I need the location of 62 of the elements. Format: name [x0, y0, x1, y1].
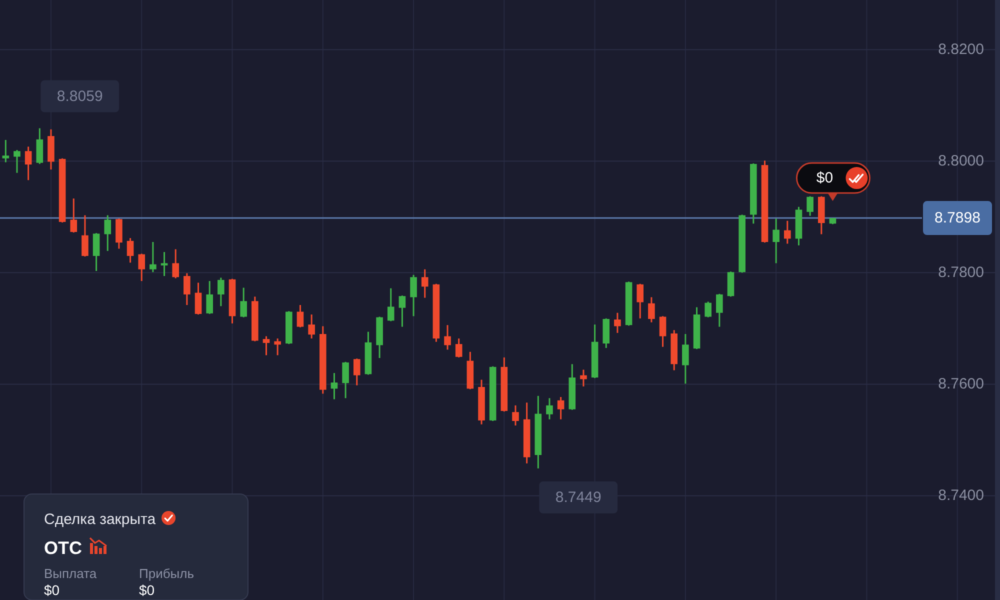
candlestick — [82, 214, 88, 258]
candlestick — [14, 149, 20, 174]
annotation: Прибыль — [139, 566, 194, 581]
annotation: $0 — [816, 170, 834, 187]
candlestick — [398, 294, 406, 328]
candlestick — [455, 338, 462, 358]
annotation: $0 — [44, 582, 60, 598]
candlestick — [308, 314, 315, 340]
candlestick — [659, 315, 666, 348]
candlestick — [784, 220, 791, 244]
annotation: OTC — [44, 538, 82, 558]
y-tick-label: 8.8200 — [938, 41, 984, 58]
candlestick — [727, 270, 734, 298]
candlestick — [704, 300, 712, 318]
candlestick — [92, 232, 100, 272]
y-tick-label: 8.7800 — [938, 264, 984, 282]
ref-line-label: 8.7898 — [934, 210, 980, 227]
candlestick — [296, 304, 304, 328]
candlestick — [116, 218, 122, 250]
annotation: 8.7449 — [555, 488, 602, 506]
candlestick — [184, 272, 190, 306]
candlestick — [353, 358, 360, 386]
candlestick — [682, 333, 689, 384]
candlestick — [24, 146, 32, 181]
candlestick — [138, 252, 146, 282]
candlestick — [580, 368, 587, 388]
candlestick — [70, 198, 78, 234]
candlestick — [160, 251, 168, 277]
candlestick — [614, 312, 621, 334]
candlestick — [421, 268, 428, 299]
candlestick — [2, 139, 10, 164]
candlestick — [636, 283, 644, 320]
candlestick — [104, 214, 112, 252]
candlestick — [546, 397, 553, 420]
candlestick — [150, 241, 156, 273]
annotation: Выплата — [44, 566, 98, 581]
annotation: 8.8059 — [56, 88, 103, 105]
candlestick — [262, 335, 270, 356]
candlestick — [218, 276, 224, 307]
candlestick — [240, 286, 247, 318]
candlestick — [772, 218, 780, 264]
candlestick — [444, 324, 451, 350]
candlestick — [194, 282, 202, 316]
candlestick — [330, 372, 338, 400]
candlestick — [410, 274, 417, 317]
candlestick — [36, 128, 44, 165]
candlestick — [387, 288, 394, 322]
candlestick — [274, 338, 281, 356]
candlestick — [648, 296, 655, 324]
y-tick-label: 8.8000 — [938, 152, 984, 170]
candlestick — [557, 396, 564, 420]
candlestick — [512, 404, 519, 426]
y-tick-label: 8.7600 — [938, 376, 984, 393]
annotation: Сделка закрыта — [44, 511, 156, 528]
candlestick — [806, 196, 814, 217]
candlestick — [716, 293, 723, 328]
candlestick — [206, 280, 213, 315]
candlestick — [172, 248, 180, 280]
candlestick — [342, 361, 349, 399]
annotation: $0 — [139, 582, 155, 598]
y-tick-label: 8.7400 — [938, 487, 984, 504]
candlestick — [126, 237, 134, 264]
